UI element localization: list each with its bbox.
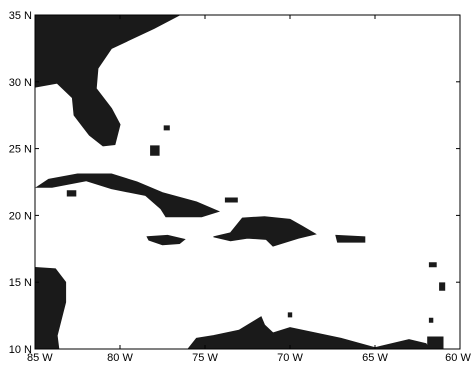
land-south-america [187,316,460,349]
land-trinidad [427,336,444,349]
y-tick-label: 35 N [9,10,32,22]
axis-layer: 85 W 80 W 75 W 70 W 65 W 60 W 10 N 15 N 20 N 25 N… [9,10,472,364]
x-tick-label: 70 W [277,352,303,364]
land-layer [35,15,460,349]
land-puerto-rico [335,234,366,243]
land-central-america [35,266,67,349]
y-tick-label: 20 N [9,210,32,222]
land-jamaica [146,234,186,246]
y-tick-label: 25 N [9,144,32,156]
land-bahamas-abaco [163,125,170,131]
land-martinique [439,282,446,291]
land-cuba [35,173,221,218]
land-hispaniola [213,216,317,247]
plot-frame [34,14,461,350]
x-tick-label: 85 W [27,352,53,364]
x-tick-label: 75 W [192,352,218,364]
land-bahamas-andros [150,145,160,156]
land-curacao-aruba [287,312,293,318]
y-tick-label: 30 N [9,77,32,89]
land-guadeloupe [428,262,437,268]
land-grenada [428,317,434,323]
x-tick-label: 80 W [107,352,133,364]
land-bahamas-inagua [224,197,238,203]
land-north-america-florida [35,15,180,147]
y-tick-label: 10 N [9,344,32,356]
x-tick-label: 65 W [362,352,388,364]
x-tick-label: 60 W [445,352,471,364]
land-isla-de-la-juventud [66,190,77,197]
y-tick-label: 15 N [9,277,32,289]
